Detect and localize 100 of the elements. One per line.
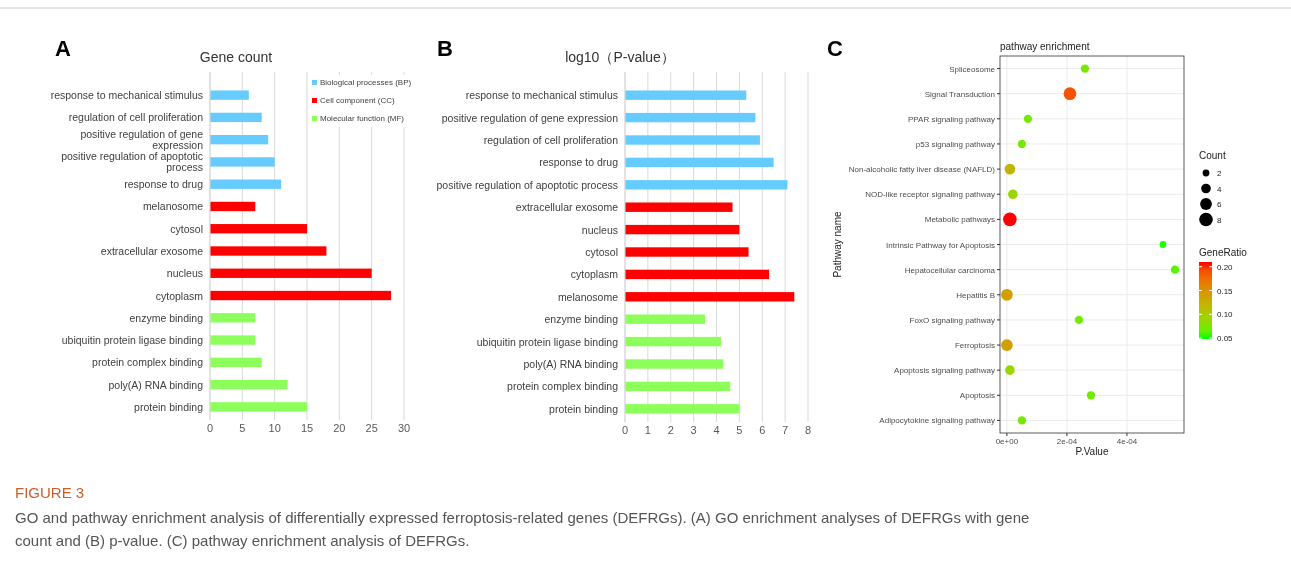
y-tick-label: positive regulation of apoptotic process — [61, 150, 203, 174]
bar — [210, 112, 262, 123]
color-bar-title: GeneRatio — [1199, 247, 1248, 258]
y-tick-label: positive regulation of gene expression — [80, 128, 204, 152]
bar — [210, 179, 282, 189]
y-tick-label: protein binding — [134, 400, 204, 413]
x-tick-label: 2e-04 — [1056, 437, 1078, 446]
y-tick-label: poly(A) RNA binding — [523, 358, 619, 370]
bar — [210, 335, 256, 345]
chart-title: log10（P-value） — [565, 49, 675, 65]
bar — [625, 224, 740, 235]
y-tick-label: Apoptosis signaling pathway — [894, 366, 995, 376]
x-tick-label: 15 — [300, 422, 314, 434]
y-tick-label: nucleus — [166, 267, 203, 280]
bar — [625, 269, 770, 280]
bar — [210, 357, 262, 368]
x-tick-label: 4 — [713, 424, 720, 436]
x-tick-label: 5 — [736, 424, 743, 436]
bar — [625, 157, 774, 168]
y-tick-label: positive regulation of apoptotic process — [436, 178, 618, 191]
y-tick-label: ubiquitin protein ligase binding — [476, 335, 619, 348]
bar — [210, 134, 269, 145]
bar — [210, 402, 307, 412]
y-tick-label: extracellular exosome — [515, 201, 619, 214]
x-tick-label: 20 — [333, 422, 346, 434]
y-tick-label: cytosol — [170, 222, 203, 235]
y-tick-label: protein complex binding — [92, 356, 204, 369]
caption: FIGURE 3 — [15, 484, 85, 501]
bar — [625, 202, 733, 212]
y-tick-label: Non-alcoholic fatty liver disease (NAFLD) — [848, 165, 996, 175]
y-tick-label: NOD-like receptor signaling pathway — [865, 190, 995, 200]
bar — [210, 201, 256, 212]
legend-label: Molecular function (MF) — [320, 114, 405, 123]
bar — [210, 379, 288, 390]
x-tick-label: 8 — [804, 424, 812, 436]
bar — [210, 313, 256, 323]
x-tick-label: 7 — [782, 424, 789, 436]
legend-label: Cell component (CC) — [320, 96, 396, 105]
text: C — [827, 36, 843, 61]
y-tick-label: poly(A) RNA binding — [108, 378, 204, 391]
x-tick-label: 0 — [206, 422, 214, 434]
x-axis-title: P.Value — [1075, 446, 1109, 457]
bar — [210, 246, 327, 256]
y-tick-label: Signal Transduction — [924, 89, 995, 99]
legend-label: 6 — [1217, 200, 1222, 209]
color-bar-label: 0.10 — [1217, 310, 1234, 320]
legend-label: Biological processes (BP) — [320, 78, 412, 87]
x-tick-label: 10 — [268, 422, 281, 434]
y-tick-label: Intrinsic Pathway for Apoptosis — [886, 240, 995, 250]
bar — [625, 314, 706, 324]
y-tick-label: cytoplasm — [570, 268, 619, 281]
x-tick-label: 5 — [239, 422, 246, 434]
bar — [210, 90, 249, 100]
y-tick-label: protein binding — [549, 402, 619, 415]
y-tick-label: regulation of cell proliferation — [68, 111, 204, 124]
bar — [625, 404, 740, 414]
color-bar-label: 0.05 — [1217, 334, 1234, 344]
y-tick-label: response to drug — [539, 156, 619, 169]
bar — [625, 135, 760, 145]
size-key: 4 — [1201, 183, 1222, 194]
x-tick-label: 30 — [397, 422, 411, 434]
y-tick-label: extracellular exosome — [100, 245, 204, 257]
bar — [210, 224, 307, 234]
y-tick-label: melanosome — [557, 290, 619, 303]
x-tick-label: 0e+00 — [995, 437, 1019, 446]
y-tick-label: PPAR signaling pathway — [907, 114, 995, 124]
size-key: 6 — [1200, 198, 1222, 210]
y-tick-label: Spliceosome — [949, 64, 996, 74]
y-tick-label: protein complex binding — [507, 380, 619, 393]
x-tick-label: 3 — [690, 424, 697, 436]
text: A — [55, 36, 71, 61]
y-tick-label: melanosome — [142, 200, 204, 213]
bar — [625, 90, 747, 100]
chart-title: pathway enrichment — [1000, 41, 1090, 52]
bar — [625, 359, 724, 369]
y-tick-label: Hepatocellular carcinoma — [904, 265, 996, 275]
bar — [210, 157, 275, 167]
y-tick-label: nucleus — [581, 223, 618, 236]
legend-label: 4 — [1217, 184, 1222, 194]
y-tick-label: Apoptosis — [959, 391, 995, 401]
bar — [625, 112, 756, 123]
x-tick-label: 0 — [621, 424, 629, 436]
bar — [210, 268, 372, 278]
bar — [210, 290, 392, 301]
legend-label: 8 — [1217, 215, 1222, 225]
y-tick-label: enzyme binding — [129, 311, 204, 324]
y-tick-label: cytosol — [585, 246, 618, 258]
y-tick-label: cytoplasm — [155, 289, 204, 302]
y-tick-label: Adipocytokine signaling pathway — [879, 416, 995, 426]
y-tick-label: response to mechanical stimulus — [465, 89, 618, 102]
bar — [625, 180, 788, 190]
y-tick-label: p53 signaling pathway — [915, 139, 995, 149]
x-tick-label: 2 — [667, 424, 674, 436]
color-bar-label: 0.15 — [1217, 286, 1234, 296]
text: B — [437, 36, 453, 61]
bar — [625, 292, 795, 302]
legend-title: Count — [1199, 150, 1226, 161]
size-key: 8 — [1199, 212, 1222, 227]
bar — [625, 336, 722, 347]
x-tick-label: 25 — [365, 422, 378, 434]
